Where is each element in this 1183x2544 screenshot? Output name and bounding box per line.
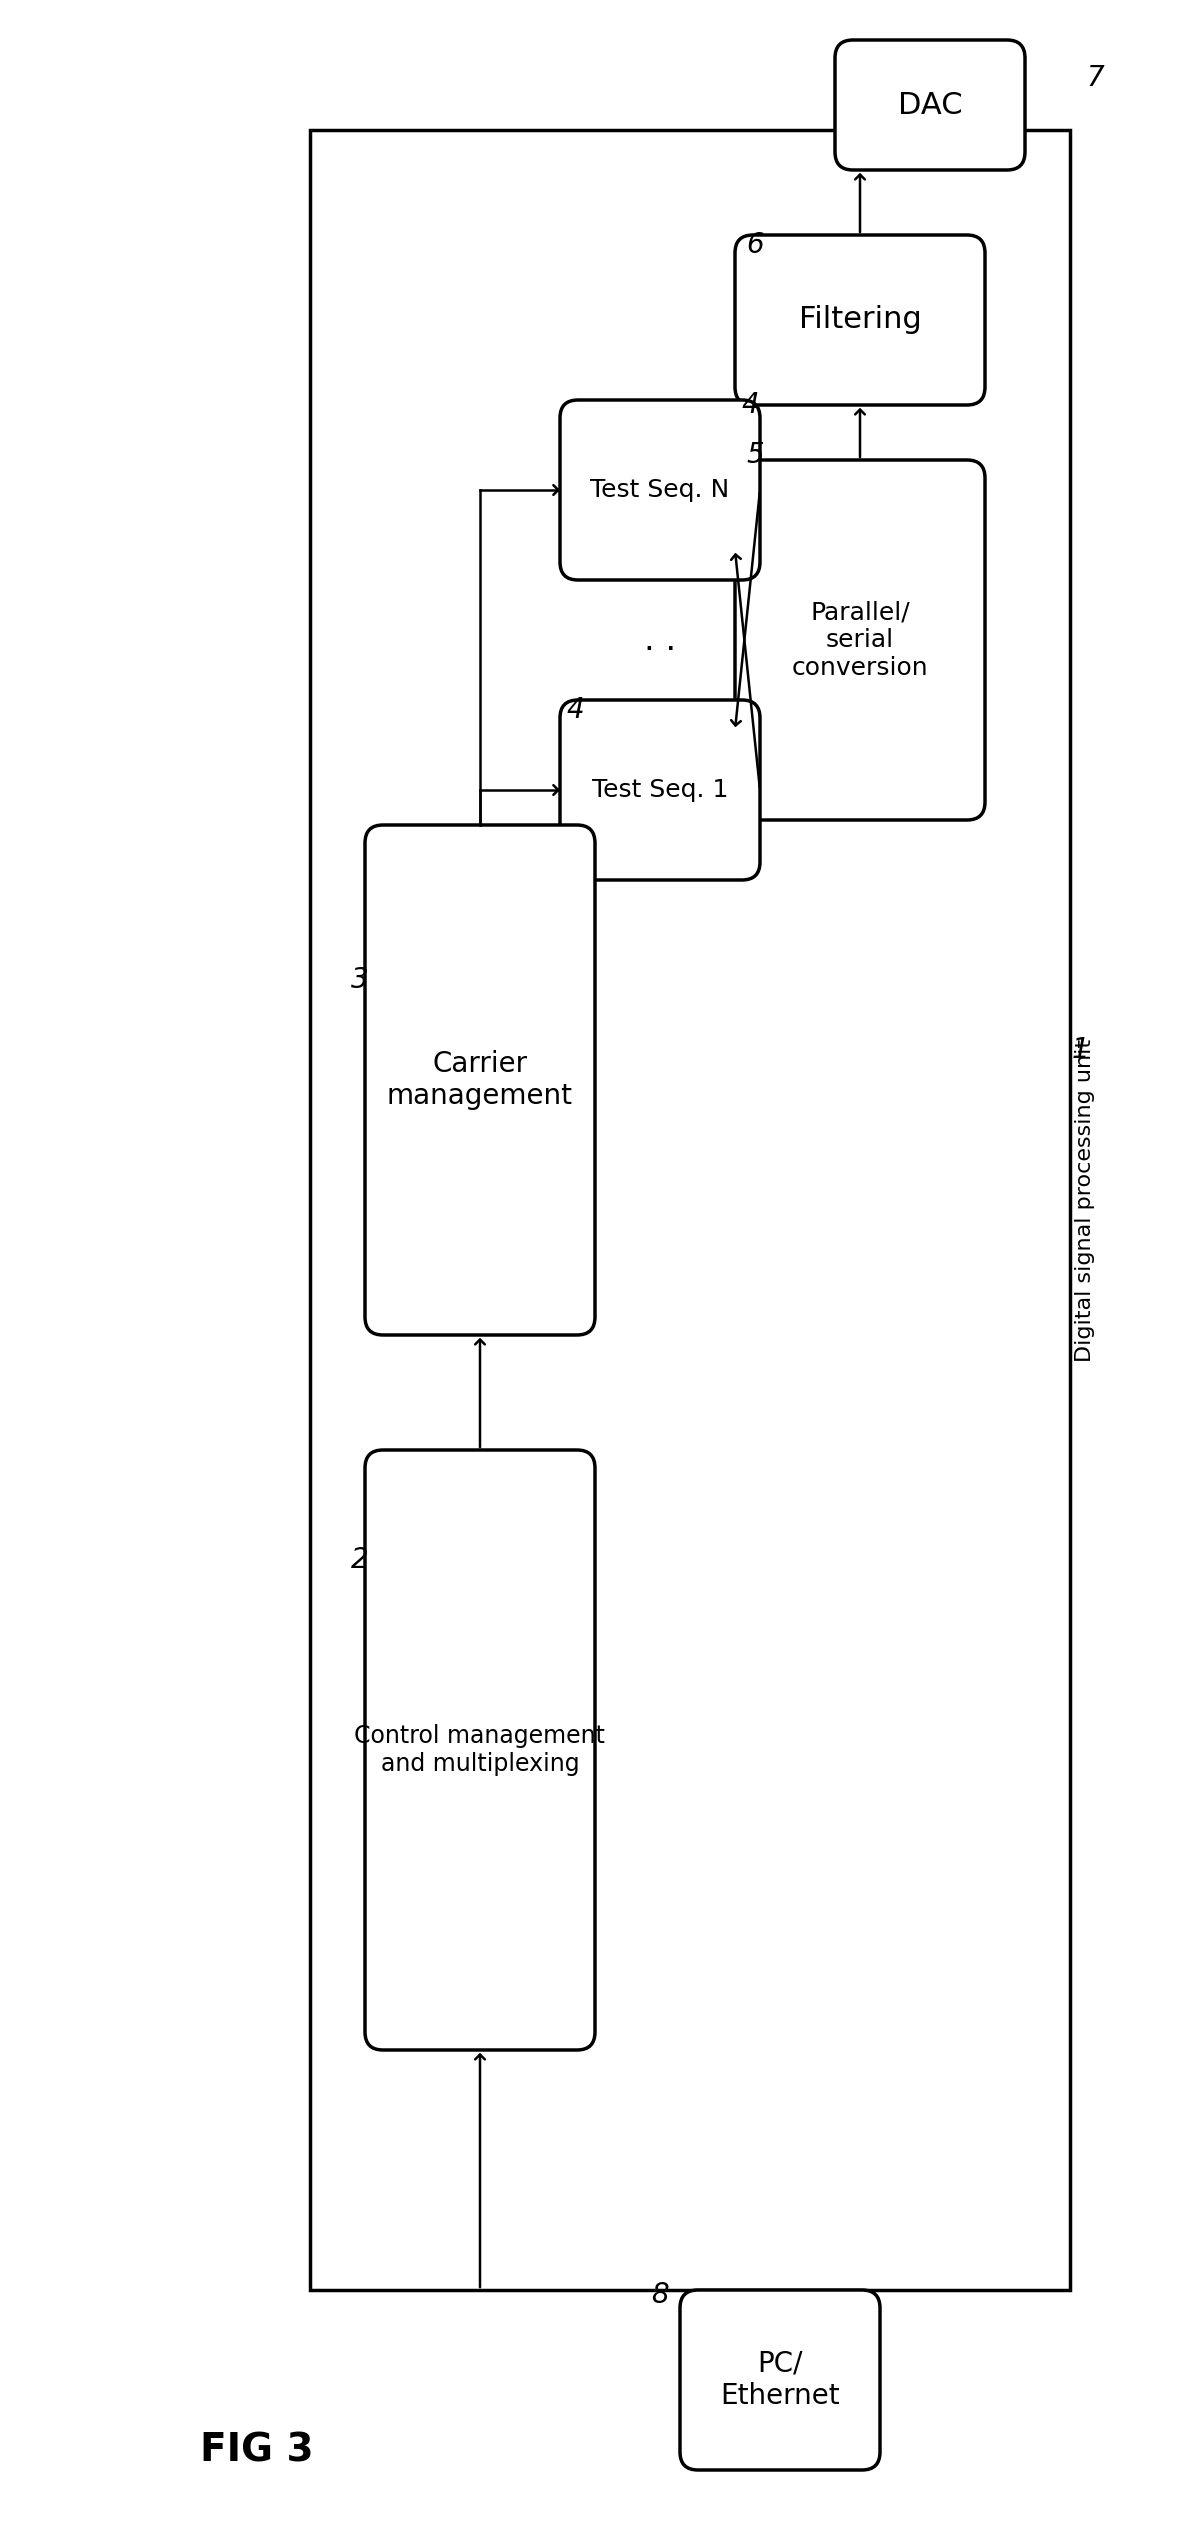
Text: 6: 6 [746,232,764,259]
Text: Test Seq. 1: Test Seq. 1 [592,778,729,801]
Text: . .: . . [644,623,675,656]
FancyBboxPatch shape [735,460,985,819]
Text: Filtering: Filtering [799,305,922,333]
FancyBboxPatch shape [835,41,1024,170]
Text: 5: 5 [746,440,764,468]
Text: Parallel/
serial
conversion: Parallel/ serial conversion [791,600,929,679]
FancyBboxPatch shape [560,700,759,880]
Text: 8: 8 [651,2282,668,2310]
Text: Carrier
management: Carrier management [387,1051,573,1109]
Text: 7: 7 [1086,64,1104,92]
FancyBboxPatch shape [560,399,759,580]
Text: Test Seq. N: Test Seq. N [590,478,730,501]
Text: 2: 2 [351,1547,369,1575]
Text: 1: 1 [1071,1035,1088,1063]
FancyBboxPatch shape [680,2290,880,2470]
FancyBboxPatch shape [366,824,595,1336]
FancyBboxPatch shape [735,234,985,404]
Text: DAC: DAC [898,92,962,120]
Text: 4: 4 [567,697,584,725]
Text: 3: 3 [351,967,369,995]
Text: Control management
and multiplexing: Control management and multiplexing [355,1725,606,1776]
FancyBboxPatch shape [366,1450,595,2050]
Text: 4: 4 [742,392,758,420]
Text: Digital signal processing unit: Digital signal processing unit [1075,1038,1095,1361]
Text: PC/
Ethernet: PC/ Ethernet [720,2351,840,2409]
Bar [310,130,1069,2290]
Text: FIG 3: FIG 3 [200,2432,313,2470]
